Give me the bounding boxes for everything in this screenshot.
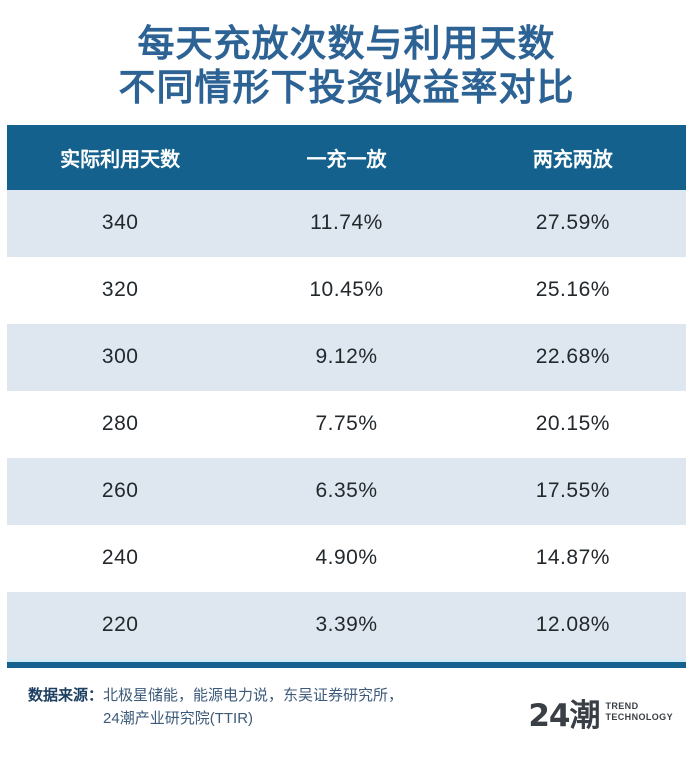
- table-cell: 27.59%: [535, 211, 610, 235]
- data-sources: 数据来源： 北极星储能，能源电力说，东吴证券研究所， 24潮产业研究院(TTIR…: [28, 684, 403, 731]
- logo-wordmark: 24潮: [528, 697, 600, 734]
- table-cell: 300: [101, 345, 139, 369]
- table-row: 260 6.35% 17.55%: [7, 457, 686, 525]
- table-cell: 7.75%: [315, 412, 378, 436]
- table-cell: 9.12%: [315, 345, 378, 369]
- table-cell: 6.35%: [315, 479, 378, 503]
- table-cell: 240: [101, 546, 139, 570]
- logo-subtitle: TREND TECHNOLOGY: [605, 701, 673, 724]
- table-cell: 14.87%: [535, 546, 610, 570]
- logo-subtitle-line1: TREND: [605, 700, 639, 711]
- table-cell: 220: [101, 613, 139, 637]
- column-header-days: 实际利用天数: [60, 148, 181, 171]
- table-body: 340 11.74% 27.59% 320 10.45% 25.16% 300 9.12% 22…: [7, 189, 686, 662]
- page-title: 每天充放次数与利用天数 不同情形下投资收益率对比: [0, 0, 693, 111]
- table-row: 300 9.12% 22.68%: [7, 323, 686, 391]
- column-header-one-charge: 一充一放: [306, 148, 387, 171]
- table-cell: 10.45%: [309, 278, 384, 302]
- table-cell: 22.68%: [535, 345, 610, 369]
- source-line1: 北极星储能，能源电力说，东吴证券研究所，: [103, 686, 404, 704]
- table-cell: 12.08%: [535, 613, 610, 637]
- table-cell: 260: [101, 479, 139, 503]
- footer: 数据来源： 北极星储能，能源电力说，东吴证券研究所， 24潮产业研究院(TTIR…: [0, 684, 693, 735]
- source-line2: 24潮产业研究院(TTIR): [103, 710, 254, 728]
- table-cell: 320: [101, 278, 139, 302]
- returns-table: 实际利用天数 一充一放 两充两放 340 11.74% 27.59% 320 10.45…: [7, 124, 686, 662]
- page-title-line2: 不同情形下投资收益率对比: [118, 67, 575, 109]
- source-text: 北极星储能，能源电力说，东吴证券研究所， 24潮产业研究院(TTIR): [103, 684, 403, 731]
- table-row: 280 7.75% 20.15%: [7, 390, 686, 458]
- table-row: 340 11.74% 27.59%: [7, 189, 686, 257]
- page-title-line1: 每天充放次数与利用天数: [137, 23, 556, 64]
- footer-divider: [7, 661, 686, 668]
- logo-subtitle-line2: TECHNOLOGY: [605, 712, 673, 723]
- table-cell: 17.55%: [535, 479, 610, 503]
- table-cell: 280: [101, 412, 139, 436]
- column-header-two-charge: 两充两放: [532, 148, 613, 171]
- table-header-row: 实际利用天数 一充一放 两充两放: [7, 124, 686, 190]
- table-row: 240 4.90% 14.87%: [7, 524, 686, 592]
- table-cell: 20.15%: [535, 412, 610, 436]
- table-cell: 11.74%: [310, 211, 383, 235]
- table-row: 320 10.45% 25.16%: [7, 256, 686, 324]
- table-cell: 3.39%: [315, 613, 378, 637]
- table-cell: 340: [101, 211, 139, 235]
- brand-logo: 24潮 TREND TECHNOLOGY: [528, 690, 673, 735]
- table-cell: 4.90%: [315, 546, 378, 570]
- source-label: 数据来源：: [28, 686, 104, 704]
- table-row: 220 3.39% 12.08%: [7, 591, 686, 659]
- table-cell: 25.16%: [535, 278, 610, 302]
